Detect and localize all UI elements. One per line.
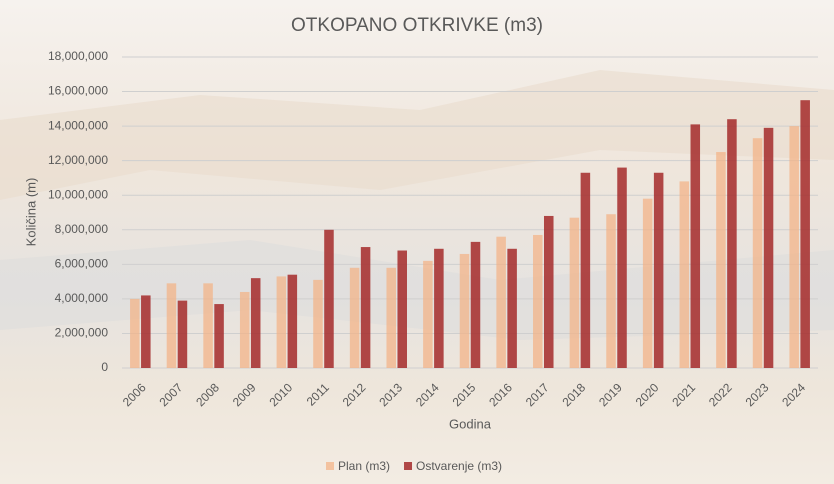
bar <box>459 253 470 368</box>
chart-title: OTKOPANO OTKRIVKE (m3) <box>291 15 543 36</box>
background-layer <box>0 70 834 200</box>
bar <box>166 283 177 368</box>
bar <box>716 152 726 368</box>
bar <box>543 215 554 368</box>
bar <box>507 248 517 368</box>
bar <box>580 172 591 368</box>
bar <box>360 247 371 368</box>
bar <box>653 172 664 368</box>
legend-label: Ostvarenje (m3) <box>416 459 502 473</box>
y-tick-label: 18,000,000 <box>48 49 108 63</box>
bar <box>203 283 213 368</box>
bar <box>324 229 334 368</box>
bar <box>752 138 763 368</box>
y-tick-label: 0 <box>101 360 108 374</box>
bar <box>313 279 323 368</box>
bar <box>386 267 397 368</box>
bar <box>763 127 774 368</box>
bar <box>470 241 481 368</box>
legend-label: Plan (m3) <box>338 459 390 473</box>
x-axis-label: Godina <box>449 416 492 431</box>
y-tick-label: 4,000,000 <box>55 291 109 305</box>
bar <box>569 217 580 368</box>
y-tick-label: 6,000,000 <box>55 257 109 271</box>
bar <box>690 124 701 368</box>
legend-swatch <box>326 462 334 470</box>
bar <box>434 248 444 368</box>
bar <box>800 100 810 368</box>
bar <box>423 260 433 368</box>
bar <box>789 126 799 368</box>
bar <box>533 234 543 368</box>
bar <box>642 198 653 368</box>
bar <box>606 214 616 368</box>
bar <box>496 236 506 368</box>
y-axis-label: Količina (m) <box>23 178 38 247</box>
y-tick-label: 10,000,000 <box>48 187 108 201</box>
bar <box>727 119 737 368</box>
bar <box>130 298 140 368</box>
legend-swatch <box>404 462 413 470</box>
bar <box>239 291 250 368</box>
bar <box>276 276 287 368</box>
bar <box>617 167 627 368</box>
y-tick-label: 14,000,000 <box>48 118 108 132</box>
y-tick-label: 2,000,000 <box>55 326 109 340</box>
bar <box>679 181 690 368</box>
bar <box>397 250 407 368</box>
bar <box>250 278 261 368</box>
y-tick-label: 8,000,000 <box>55 222 109 236</box>
bar <box>349 267 360 368</box>
bar <box>287 274 298 368</box>
y-tick-label: 12,000,000 <box>48 153 108 167</box>
bar <box>177 300 188 368</box>
bar <box>141 295 151 368</box>
bar <box>214 304 224 368</box>
y-tick-label: 16,000,000 <box>48 84 108 98</box>
